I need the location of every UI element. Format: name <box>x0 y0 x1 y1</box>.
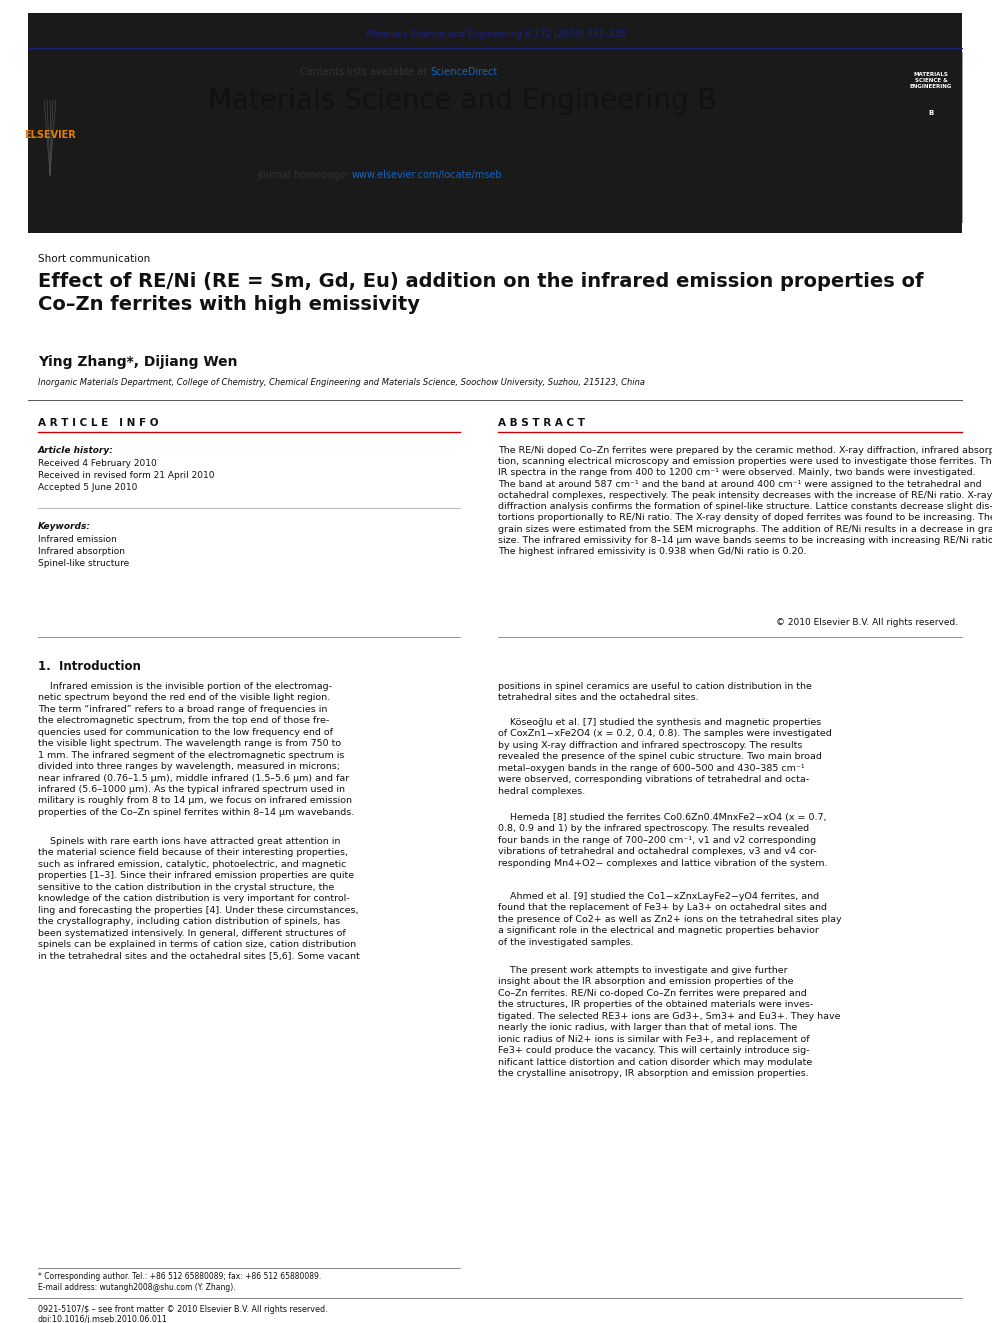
Text: 1.  Introduction: 1. Introduction <box>38 660 141 673</box>
FancyBboxPatch shape <box>28 52 72 222</box>
Text: Received 4 February 2010: Received 4 February 2010 <box>38 459 157 468</box>
Text: Hemeda [8] studied the ferrites Co0.6Zn0.4MnxFe2−xO4 (x = 0.7,
0.8, 0.9 and 1) b: Hemeda [8] studied the ferrites Co0.6Zn0… <box>498 814 827 868</box>
Text: Infrared emission: Infrared emission <box>38 534 117 544</box>
Text: journal homepage:: journal homepage: <box>257 169 352 180</box>
Text: Materials Science and Engineering B 172 (2010) 331–335: Materials Science and Engineering B 172 … <box>366 30 626 38</box>
Text: Article history:: Article history: <box>38 446 114 455</box>
Text: Accepted 5 June 2010: Accepted 5 June 2010 <box>38 483 137 492</box>
Text: positions in spinel ceramics are useful to cation distribution in the
tetrahedra: positions in spinel ceramics are useful … <box>498 681 811 703</box>
Text: Spinels with rare earth ions have attracted great attention in
the material scie: Spinels with rare earth ions have attrac… <box>38 837 360 960</box>
FancyBboxPatch shape <box>900 34 932 188</box>
Text: Effect of RE/Ni (RE = Sm, Gd, Eu) addition on the infrared emission properties o: Effect of RE/Ni (RE = Sm, Gd, Eu) additi… <box>38 273 924 315</box>
Text: Received in revised form 21 April 2010: Received in revised form 21 April 2010 <box>38 471 214 480</box>
Text: Contents lists available at: Contents lists available at <box>300 67 430 77</box>
Text: E-mail address: wutangh2008@shu.com (Y. Zhang).: E-mail address: wutangh2008@shu.com (Y. … <box>38 1283 236 1293</box>
Text: Keywords:: Keywords: <box>38 523 91 531</box>
FancyBboxPatch shape <box>900 60 932 222</box>
Text: A R T I C L E   I N F O: A R T I C L E I N F O <box>38 418 159 429</box>
Text: B: B <box>929 110 933 116</box>
Text: © 2010 Elsevier B.V. All rights reserved.: © 2010 Elsevier B.V. All rights reserved… <box>776 618 958 627</box>
Text: ScienceDirect: ScienceDirect <box>430 67 497 77</box>
FancyBboxPatch shape <box>72 52 898 222</box>
Text: MATERIALS
SCIENCE &
ENGINEERING: MATERIALS SCIENCE & ENGINEERING <box>910 71 952 89</box>
Text: Köseoğlu et al. [7] studied the synthesis and magnetic properties
of CoxZn1−xFe2: Köseoğlu et al. [7] studied the synthesi… <box>498 718 831 795</box>
Text: Infrared emission is the invisible portion of the electromag-
netic spectrum bey: Infrared emission is the invisible porti… <box>38 681 354 816</box>
Text: 0921-5107/$ – see front matter © 2010 Elsevier B.V. All rights reserved.: 0921-5107/$ – see front matter © 2010 El… <box>38 1304 327 1314</box>
Text: Infrared absorption: Infrared absorption <box>38 546 125 556</box>
Text: ELSEVIER: ELSEVIER <box>24 130 75 140</box>
FancyBboxPatch shape <box>932 60 962 222</box>
Text: www.elsevier.com/locate/mseb: www.elsevier.com/locate/mseb <box>352 169 503 180</box>
Text: doi:10.1016/j.mseb.2010.06.011: doi:10.1016/j.mseb.2010.06.011 <box>38 1315 168 1323</box>
Text: Materials Science and Engineering B: Materials Science and Engineering B <box>207 87 716 115</box>
Text: Short communication: Short communication <box>38 254 150 265</box>
FancyBboxPatch shape <box>28 13 962 233</box>
Text: * Corresponding author. Tel.: +86 512 65880089; fax: +86 512 65880089.: * Corresponding author. Tel.: +86 512 65… <box>38 1271 321 1281</box>
Text: Inorganic Materials Department, College of Chemistry, Chemical Engineering and M: Inorganic Materials Department, College … <box>38 378 645 388</box>
Text: Ying Zhang*, Dijiang Wen: Ying Zhang*, Dijiang Wen <box>38 355 237 369</box>
FancyBboxPatch shape <box>900 52 962 222</box>
Text: The present work attempts to investigate and give further
insight about the IR a: The present work attempts to investigate… <box>498 966 840 1078</box>
Text: Ahmed et al. [9] studied the Co1−xZnxLayFe2−yO4 ferrites, and
found that the rep: Ahmed et al. [9] studied the Co1−xZnxLay… <box>498 892 841 947</box>
Text: Spinel-like structure: Spinel-like structure <box>38 560 129 568</box>
Text: A B S T R A C T: A B S T R A C T <box>498 418 585 429</box>
Text: The RE/Ni doped Co–Zn ferrites were prepared by the ceramic method. X-ray diffra: The RE/Ni doped Co–Zn ferrites were prep… <box>498 446 992 556</box>
